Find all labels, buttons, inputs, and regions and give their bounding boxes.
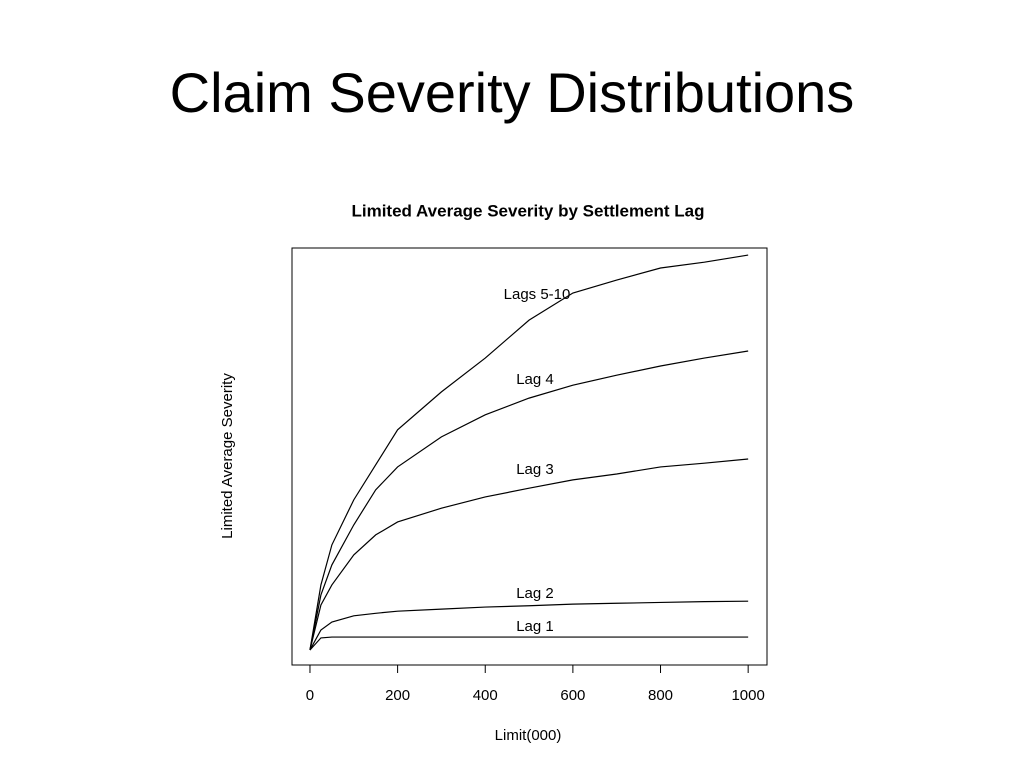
x-tick-label: 800 [648, 687, 673, 704]
slide-title: Claim Severity Distributions [170, 61, 855, 124]
x-tick-label: 1000 [731, 687, 764, 704]
chart-title: Limited Average Severity by Settlement L… [351, 201, 704, 220]
x-axis-label: Limit(000) [495, 727, 562, 744]
series-line [309, 254, 749, 651]
series-label: Lags 5-10 [504, 286, 571, 303]
series-label: Lag 4 [516, 371, 554, 388]
x-tick-label: 200 [385, 687, 410, 704]
series-label: Lag 1 [516, 618, 554, 635]
x-tick-label: 400 [473, 687, 498, 704]
series-line [309, 458, 749, 651]
series-line [309, 600, 749, 651]
plot-frame [291, 247, 768, 666]
x-tick-label: 600 [560, 687, 585, 704]
x-tick-label: 0 [306, 687, 314, 704]
series-line [309, 350, 749, 651]
series-label: Lag 2 [516, 585, 554, 602]
series-label: Lag 3 [516, 461, 554, 478]
series-line [309, 636, 749, 651]
y-axis-label: Limited Average Severity [219, 373, 236, 539]
